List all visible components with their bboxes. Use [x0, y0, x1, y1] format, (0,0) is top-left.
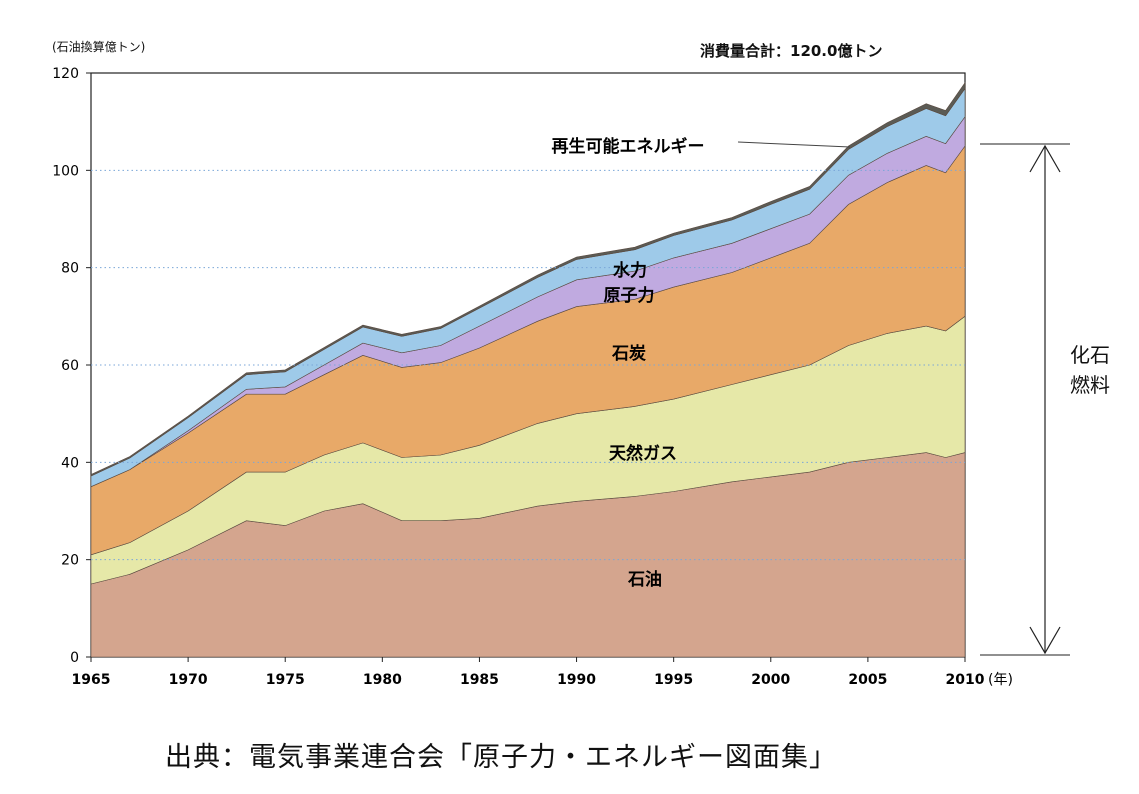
x-tick-label-2: 1975	[266, 672, 305, 688]
fossil-label-line-2: 燃料	[1070, 373, 1110, 397]
renewable-leader-line	[737, 141, 851, 148]
y-tick-label-5: 100	[52, 163, 79, 179]
y-axis-unit-label: (石油換算億トン)	[52, 40, 146, 54]
source-citation: 出典：電気事業連合会「原子力・エネルギー図面集」	[165, 742, 837, 773]
series-label-1: 天然ガス	[609, 443, 677, 464]
series-label-5: 再生可能エネルギー	[552, 136, 705, 157]
x-tick-label-6: 1995	[654, 672, 693, 688]
x-tick-label-3: 1980	[363, 672, 402, 688]
series-label-3: 原子力	[604, 285, 655, 306]
series-label-2: 石炭	[611, 343, 646, 364]
series-label-4: 水力	[613, 260, 647, 281]
bracket-arrow-up	[1029, 144, 1061, 173]
x-axis-unit-label: (年)	[988, 672, 1013, 688]
x-tick-label-8: 2005	[848, 672, 887, 688]
x-tick-label-7: 2000	[751, 672, 790, 688]
x-tick-label-1: 1970	[169, 672, 208, 688]
y-tick-label-1: 20	[61, 553, 79, 569]
x-tick-label-4: 1985	[460, 672, 499, 688]
total-consumption-label: 消費量合計：120.0億トン	[700, 42, 883, 60]
y-tick-label-4: 80	[61, 261, 79, 277]
y-tick-label-3: 60	[61, 358, 79, 374]
fossil-label-line-1: 化石	[1070, 343, 1110, 367]
x-tick-label-5: 1990	[557, 672, 596, 688]
y-tick-label-6: 120	[52, 66, 79, 82]
bracket-arrow-down	[1029, 626, 1061, 655]
x-tick-label-9: 2010	[946, 672, 985, 688]
y-tick-label-0: 0	[70, 650, 79, 666]
series-label-0: 石油	[627, 569, 662, 590]
y-tick-label-2: 40	[61, 455, 79, 471]
x-tick-label-0: 1965	[72, 672, 111, 688]
fossil-fuel-bracket-label: 化石 燃料	[1070, 340, 1110, 400]
area-5	[90, 81, 966, 477]
